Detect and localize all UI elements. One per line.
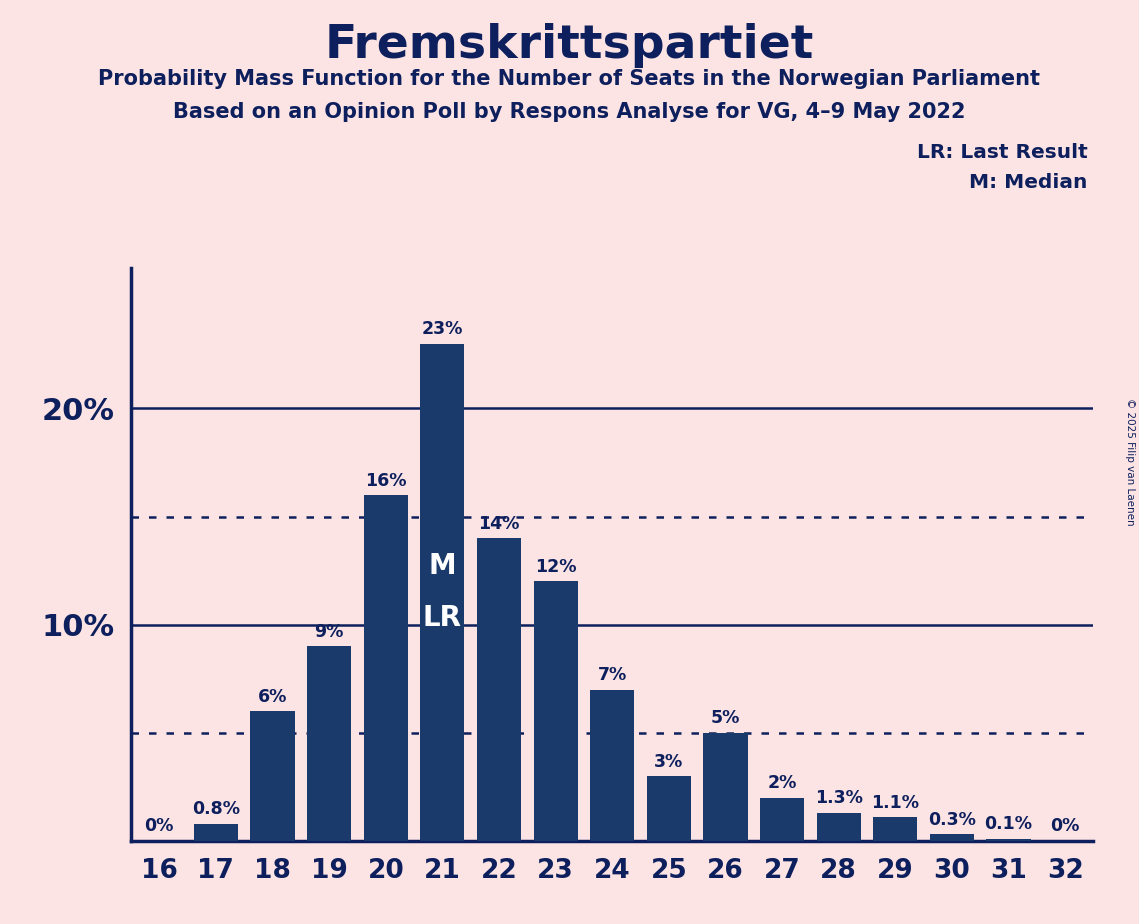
Text: 9%: 9% (314, 623, 344, 641)
Bar (194, 823, 238, 841)
Text: Probability Mass Function for the Number of Seats in the Norwegian Parliament: Probability Mass Function for the Number… (98, 69, 1041, 90)
Bar (308, 646, 351, 841)
Text: 0.1%: 0.1% (984, 815, 1033, 833)
Text: 23%: 23% (421, 321, 464, 338)
Bar (363, 495, 408, 841)
Text: Based on an Opinion Poll by Respons Analyse for VG, 4–9 May 2022: Based on an Opinion Poll by Respons Anal… (173, 102, 966, 122)
Text: 0.8%: 0.8% (191, 800, 240, 818)
Bar (874, 817, 917, 841)
Text: 1.3%: 1.3% (814, 789, 862, 808)
Text: 1.1%: 1.1% (871, 794, 919, 811)
Text: 14%: 14% (478, 515, 519, 533)
Bar (590, 689, 634, 841)
Text: 2%: 2% (768, 774, 797, 792)
Bar (817, 813, 861, 841)
Bar (251, 711, 295, 841)
Bar (760, 797, 804, 841)
Text: 0%: 0% (145, 818, 174, 835)
Bar (704, 733, 747, 841)
Text: 6%: 6% (257, 687, 287, 706)
Bar (420, 344, 465, 841)
Text: 0.3%: 0.3% (928, 811, 976, 829)
Text: 3%: 3% (654, 752, 683, 771)
Text: 7%: 7% (598, 666, 626, 684)
Text: 0%: 0% (1050, 818, 1080, 835)
Text: 12%: 12% (535, 558, 576, 576)
Text: LR: Last Result: LR: Last Result (917, 143, 1088, 163)
Text: © 2025 Filip van Laenen: © 2025 Filip van Laenen (1125, 398, 1134, 526)
Bar (647, 776, 691, 841)
Text: 5%: 5% (711, 710, 740, 727)
Bar (986, 839, 1031, 841)
Bar (533, 581, 577, 841)
Bar (929, 834, 974, 841)
Bar (477, 538, 521, 841)
Text: 16%: 16% (364, 471, 407, 490)
Text: LR: LR (423, 604, 462, 632)
Text: Fremskrittspartiet: Fremskrittspartiet (325, 23, 814, 68)
Text: M: M (428, 553, 457, 580)
Text: M: Median: M: Median (969, 173, 1088, 192)
